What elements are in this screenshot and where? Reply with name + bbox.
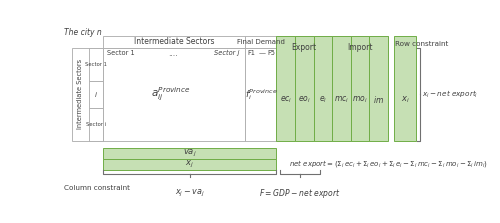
Text: Import: Import (348, 43, 373, 52)
Text: Intermediate Sectors: Intermediate Sectors (134, 37, 214, 46)
Bar (276, 36, 332, 59)
Bar (103, 159, 277, 170)
Text: The city n: The city n (64, 28, 102, 37)
Bar (138, 47, 208, 59)
Text: Sector i: Sector i (86, 122, 106, 127)
Text: Sector 1: Sector 1 (85, 62, 107, 67)
Bar (89, 108, 103, 141)
Text: $mo_i$: $mo_i$ (352, 95, 368, 105)
Bar (295, 36, 314, 141)
Bar (103, 47, 138, 59)
Text: $a_{ij}^{Province}$: $a_{ij}^{Province}$ (151, 85, 191, 103)
Bar (208, 47, 246, 59)
Bar (370, 36, 388, 141)
Bar (332, 36, 351, 141)
Text: Sector j: Sector j (214, 50, 240, 56)
Text: Export: Export (292, 43, 317, 52)
Bar (246, 47, 258, 59)
Bar (276, 36, 295, 141)
Text: $mc_i$: $mc_i$ (334, 95, 349, 105)
Text: Sector 1: Sector 1 (107, 50, 134, 56)
Text: i: i (95, 91, 97, 97)
Text: Column constraint: Column constraint (64, 186, 130, 192)
Bar (89, 47, 103, 81)
Text: $eo_i$: $eo_i$ (298, 95, 310, 105)
Text: $F = GDP - net\ export$: $F = GDP - net\ export$ (259, 187, 340, 200)
Text: ....: .... (168, 49, 178, 58)
Bar (103, 149, 277, 159)
Text: F1: F1 (248, 50, 256, 56)
Text: $f_i^{Province}$: $f_i^{Province}$ (244, 87, 277, 102)
Bar (72, 47, 103, 141)
Bar (103, 36, 246, 47)
Text: $net\ export{=}(\Sigma_i\,ec_i + \Sigma_i\,eo_i + \Sigma_i\,e_i - \Sigma_i\,mc_i: $net\ export{=}(\Sigma_i\,ec_i + \Sigma_… (289, 158, 488, 169)
Text: $im$: $im$ (373, 94, 384, 105)
Text: $x_j$: $x_j$ (185, 159, 194, 170)
Text: Final Demand: Final Demand (237, 39, 285, 45)
Bar (103, 47, 246, 141)
Bar (314, 36, 332, 141)
Text: $x_j - va_j$: $x_j - va_j$ (174, 188, 204, 199)
Text: $x_i - net\ export_i$: $x_i - net\ export_i$ (422, 89, 478, 100)
Text: —: — (259, 50, 266, 56)
Bar (246, 36, 276, 47)
Bar (332, 36, 388, 59)
Text: $x_i$: $x_i$ (400, 95, 409, 105)
Text: $e_i$: $e_i$ (319, 95, 327, 105)
Bar (267, 47, 276, 59)
Text: $va_j$: $va_j$ (182, 148, 196, 159)
Text: Row constraint: Row constraint (395, 41, 448, 47)
Bar (89, 81, 103, 108)
Bar (246, 47, 276, 141)
Bar (258, 47, 267, 59)
Bar (394, 36, 416, 141)
Bar (351, 36, 370, 141)
Text: $ec_i$: $ec_i$ (280, 95, 292, 105)
Text: F5: F5 (268, 50, 276, 56)
Text: Intermediate Sectors: Intermediate Sectors (78, 59, 84, 129)
